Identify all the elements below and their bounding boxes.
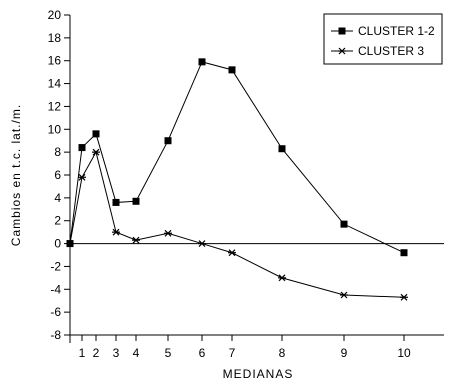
x-tick-label: 6 [199,346,206,360]
y-tick-label: 10 [48,122,62,136]
series-group [66,58,408,301]
legend-item: CLUSTER 3 [331,44,424,58]
data-point [278,145,286,153]
data-point [198,240,206,247]
marker-stroke [164,229,172,237]
data-point [278,274,286,282]
data-point [400,293,408,301]
marker-stroke [66,240,74,247]
legend-marker [338,47,346,55]
x-tick-label: 1 [79,346,86,360]
legend-item: CLUSTER 1-2 [331,24,435,38]
marker-stroke [112,228,120,236]
x-tick-label: 10 [397,346,411,360]
x-tick-label: 7 [229,346,236,360]
y-axis-title: Cambios en t.c. lat./m. [9,104,23,246]
y-tick-label: 14 [48,77,62,91]
y-tick-label: -6 [50,305,61,319]
legend-label: CLUSTER 1-2 [358,24,435,38]
data-point [92,148,100,156]
data-point [164,229,172,237]
data-point [132,236,140,244]
data-point [112,228,120,236]
x-tick-label: 2 [93,346,100,360]
series-line [69,150,405,298]
marker-stroke [338,47,346,55]
legend: CLUSTER 1-2 CLUSTER 3 [323,13,443,65]
series-1 [66,58,408,257]
x-tick-label: 8 [279,346,286,360]
data-point [228,249,236,257]
data-point [340,291,348,299]
x-axis-title: MEDIANAS [223,367,294,381]
y-tick-label: 0 [54,237,61,251]
legend-marker [338,27,346,35]
series-line [69,61,405,254]
y-tick-label: -8 [50,328,61,342]
data-point [78,173,86,181]
marker-stroke [400,293,408,301]
x-tick-label: 5 [165,346,172,360]
data-point [340,220,348,228]
y-tick-label: 4 [54,191,61,205]
data-point [92,130,100,138]
data-point [198,58,206,66]
data-point [228,66,236,74]
x-tick-label: 3 [113,346,120,360]
y-tick-label: 20 [48,8,62,22]
marker-stroke [78,173,86,181]
series-2 [66,148,408,301]
y-tick-label: 6 [54,168,61,182]
data-point [112,198,120,206]
marker-stroke [92,148,100,156]
data-point [78,144,86,152]
y-tick-label: 2 [54,214,61,228]
marker-stroke [340,291,348,299]
x-tick-label: 4 [133,346,140,360]
legend-box [323,13,443,65]
y-tick-label: 18 [48,31,62,45]
marker-stroke [228,249,236,257]
y-tick-label: -2 [50,259,61,273]
x-tick-label: 9 [341,346,348,360]
y-tick-label: -4 [50,282,61,296]
data-point [164,137,172,145]
data-point [400,249,408,257]
y-tick-label: 16 [48,54,62,68]
data-point [132,197,140,205]
marker-stroke [198,240,206,247]
marker-stroke [132,236,140,244]
legend-label: CLUSTER 3 [358,44,424,58]
y-tick-label: 8 [54,145,61,159]
marker-stroke [278,274,286,282]
y-tick-label: 12 [48,99,62,113]
data-point [66,240,74,247]
